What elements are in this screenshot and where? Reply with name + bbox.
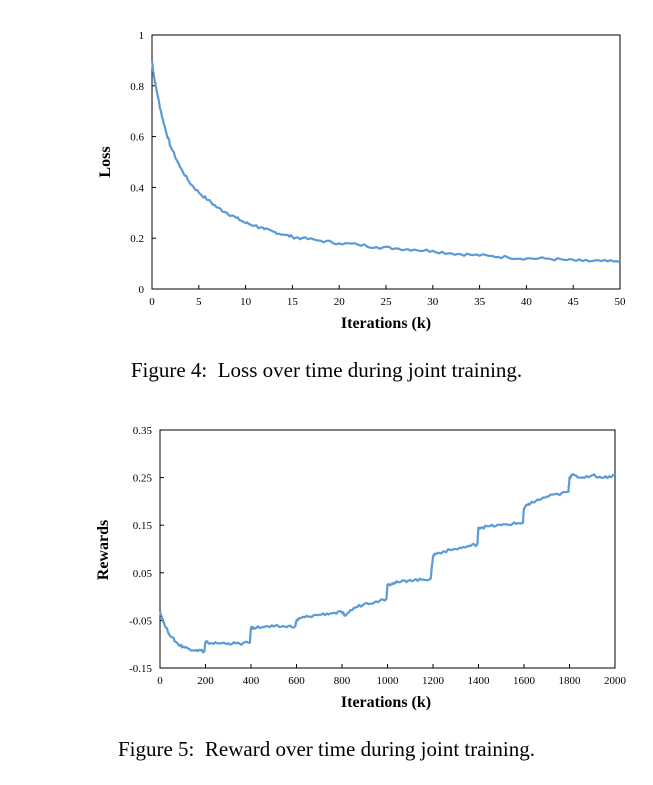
loss-y-tick-label: 0 — [139, 284, 145, 296]
loss-plot-frame — [151, 34, 621, 290]
loss-y-tick-label: 0.6 — [130, 132, 144, 144]
reward-y-axis-title: Rewards — [95, 520, 112, 580]
loss-x-tick-label: 35 — [474, 296, 486, 308]
reward-x-tick-label: 600 — [288, 675, 305, 687]
loss-x-axis-title: Iterations (k) — [341, 315, 431, 332]
loss-x-tick-label: 15 — [287, 296, 299, 308]
reward-plot-frame — [159, 429, 616, 669]
loss-x-tick-label: 40 — [521, 296, 533, 308]
reward-y-tick-label: 0.25 — [133, 473, 153, 485]
reward-y-tick-label: 0.15 — [133, 520, 153, 532]
reward-x-tick-label: 2000 — [604, 675, 627, 687]
loss-y-tick-label: 1 — [139, 30, 145, 42]
figure-5-caption: Figure 5: Reward over time during joint … — [117, 737, 535, 761]
reward-x-tick-label: 200 — [197, 675, 214, 687]
reward-series-line — [158, 473, 616, 654]
reward-x-tick-label: 400 — [243, 675, 260, 687]
loss-y-tick-label: 0.2 — [130, 233, 144, 245]
reward-y-tick-label: -0.15 — [129, 663, 152, 675]
reward-x-tick-label: 1600 — [513, 675, 536, 687]
reward-y-tick-label: -0.05 — [129, 615, 152, 627]
reward-x-tick-label: 0 — [157, 675, 163, 687]
loss-y-tick-label: 0.8 — [130, 81, 144, 93]
loss-x-tick-label: 5 — [196, 296, 202, 308]
reward-x-tick-label: 1400 — [468, 675, 491, 687]
loss-x-tick-label: 20 — [334, 296, 346, 308]
reward-x-axis-title: Iterations (k) — [341, 694, 431, 711]
reward-x-tick-label: 1200 — [422, 675, 445, 687]
reward-y-tick-label: 0.35 — [133, 425, 153, 437]
loss-x-tick-label: 25 — [381, 296, 393, 308]
reward-x-tick-label: 1000 — [377, 675, 400, 687]
loss-x-tick-label: 45 — [568, 296, 580, 308]
reward-chart: Rewards Iterations (k) -0.15 -0.05 0.05 0.1… — [95, 425, 627, 711]
reward-x-tick-label: 800 — [334, 675, 351, 687]
loss-x-tick-label: 10 — [240, 296, 252, 308]
loss-x-tick-label: 50 — [615, 296, 627, 308]
reward-x-tick-label: 1800 — [559, 675, 582, 687]
loss-x-tick-label: 30 — [427, 296, 439, 308]
reward-y-tick-label: 0.05 — [133, 568, 153, 580]
loss-chart: Loss Iterations (k) 00.20.40.60.810 5 10 15… — [97, 30, 627, 332]
loss-y-axis-title: Loss — [97, 146, 114, 177]
figure-4-caption: Figure 4: Loss over time during joint tr… — [130, 358, 523, 382]
loss-series-line — [150, 60, 621, 264]
loss-y-tick-label: 0.4 — [130, 182, 144, 194]
loss-x-tick-label: 0 — [149, 296, 155, 308]
